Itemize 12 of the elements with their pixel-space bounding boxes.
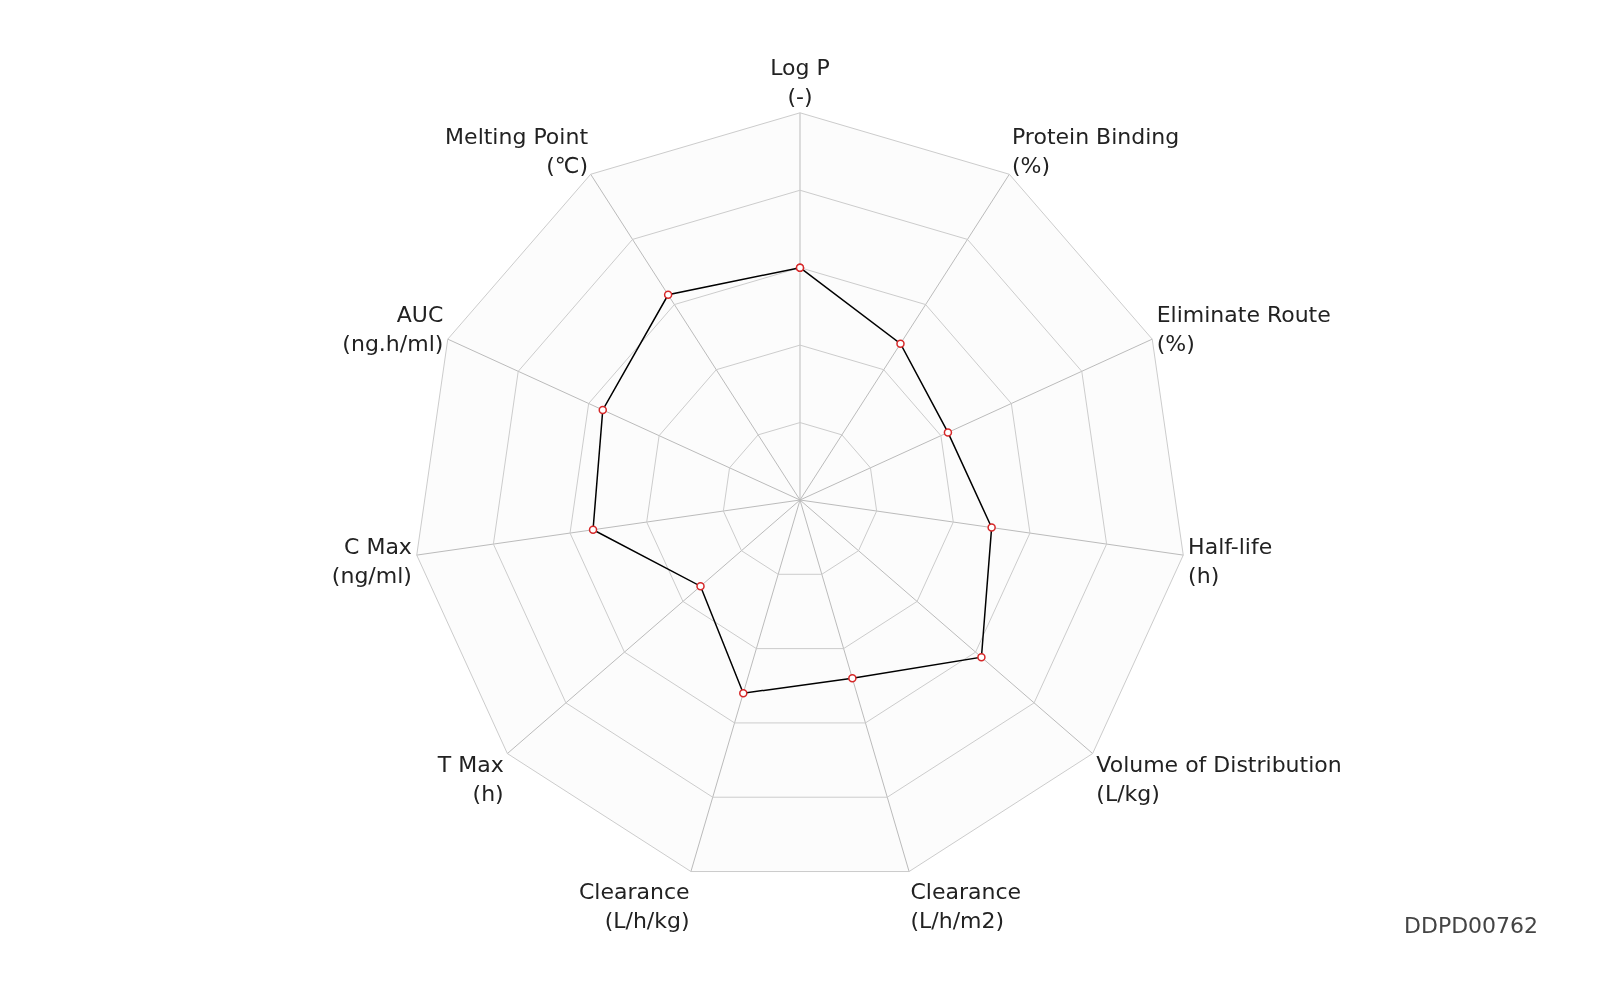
- spoke-label: T Max (h): [436, 752, 504, 806]
- spoke-label: C Max (ng/ml): [331, 534, 412, 588]
- spoke-label: AUC (ng.h/ml): [342, 302, 444, 356]
- spoke-label: Half-life (h): [1188, 534, 1273, 588]
- spoke-label: Melting Point (℃): [445, 124, 589, 178]
- spoke-label: Volume of Distribution (L/kg): [1096, 752, 1342, 806]
- spoke-label: Eliminate Route (%): [1156, 302, 1331, 356]
- spoke-label: Clearance (L/h/m2): [910, 878, 1022, 933]
- spoke-label: Protein Binding (%): [1011, 124, 1180, 178]
- spoke-label: Clearance (L/h/kg): [578, 878, 690, 933]
- spoke-label: Log P (-): [770, 54, 830, 109]
- text: DDPD00762: [1404, 913, 1539, 938]
